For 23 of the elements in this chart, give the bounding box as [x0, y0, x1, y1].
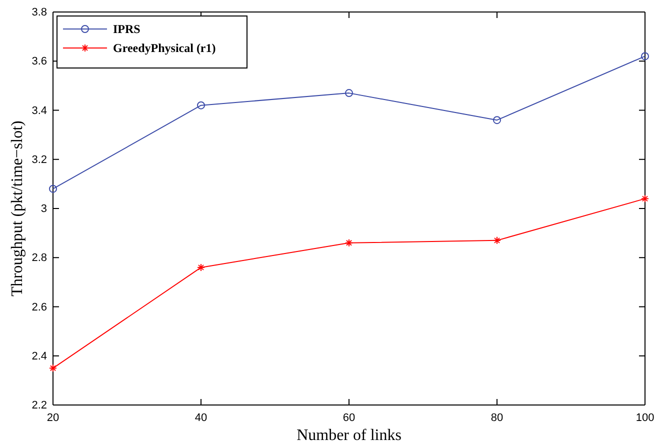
x-axis-title: Number of links	[296, 427, 402, 444]
point	[197, 101, 205, 110]
y-tick-label: 2.2	[32, 400, 47, 412]
legend-label: GreedyPhysical (r1)	[113, 41, 216, 55]
x-tick-label: 100	[636, 412, 654, 424]
x-tick-label: 20	[46, 412, 60, 424]
x-tick-label: 80	[490, 412, 504, 424]
y-tick-label: 3.4	[32, 104, 47, 117]
y-tick-label: 3.8	[32, 6, 47, 19]
x-tick-label: 60	[342, 412, 356, 424]
point	[49, 184, 57, 193]
y-tick-label: 3.6	[32, 56, 47, 68]
point	[493, 116, 501, 124]
x-tick-label: 40	[194, 412, 208, 424]
point	[345, 89, 353, 98]
y-tick-label: 2.4	[32, 350, 47, 362]
y-tick-label: 2.8	[32, 252, 47, 264]
point	[641, 52, 649, 60]
legend-label: IPRS	[113, 22, 141, 36]
y-tick-label: 3	[40, 203, 47, 216]
y-tick-label: 2.6	[32, 301, 47, 314]
y-axis-title: Throughput (pkt/time−slot)	[9, 120, 26, 296]
y-tick-label: 3.2	[32, 154, 47, 166]
